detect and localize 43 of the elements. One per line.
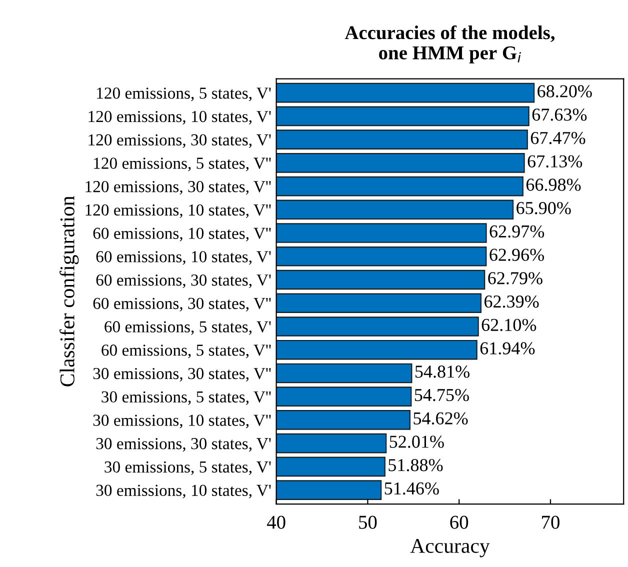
y-tick-label: 30 emissions, 30 states, V'': [93, 368, 271, 382]
y-tick-label: 60 emissions, 10 states, V': [96, 251, 271, 265]
y-tick-label: 120 emissions, 5 states, V': [97, 88, 271, 102]
y-axis-title: Classifer configuration: [60, 196, 79, 386]
data-label: 62.96%: [490, 248, 544, 261]
data-label: 54.75%: [414, 388, 469, 402]
y-tick-label: 30 emissions, 5 states, V'': [102, 391, 271, 405]
data-label: 66.98%: [526, 178, 581, 191]
y-tick-label: 60 emissions, 5 states, V'': [102, 344, 271, 358]
data-label: 62.39%: [484, 295, 539, 308]
y-tick-label: 120 emissions, 30 states, V'': [86, 180, 271, 195]
data-label: 67.47%: [530, 132, 586, 144]
data-label: 54.81%: [415, 366, 470, 378]
x-tick-label: 50: [359, 516, 377, 529]
y-tick-label: 60 emissions, 30 states, V': [96, 274, 271, 288]
y-tick-label: 30 emissions, 10 states, V': [96, 484, 271, 498]
data-label: 65.90%: [516, 202, 571, 214]
data-label: 54.62%: [414, 412, 468, 425]
x-tick-label: 60: [450, 516, 468, 529]
data-label: 62.10%: [482, 318, 536, 332]
y-tick-label: 60 emissions, 10 states, V'': [93, 228, 271, 242]
chart-title: Accuracies of the models, one HMM per G$_{i}$: [344, 25, 555, 64]
data-label: 52.01%: [390, 436, 444, 448]
data-label: 67.13%: [528, 155, 582, 168]
y-tick-label: 120 emissions, 5 states, V'': [94, 158, 271, 172]
data-label: 62.79%: [488, 272, 542, 284]
data-label: 68.20%: [538, 85, 592, 98]
y-tick-label: 120 emissions, 10 states, V': [88, 110, 271, 125]
y-tick-label: 30 emissions, 30 states, V': [96, 438, 271, 452]
data-label: 61.94%: [480, 342, 535, 354]
y-tick-label: 120 emissions, 10 states, V'': [86, 204, 271, 218]
x-axis-title: Accuracy: [410, 539, 490, 558]
data-label: 67.63%: [532, 108, 587, 121]
x-tick-label: 70: [542, 516, 560, 529]
x-tick-label: 40: [266, 516, 286, 529]
y-tick-label: 60 emissions, 5 states, V': [104, 321, 271, 335]
y-tick-label: 30 emissions, 5 states, V': [104, 461, 271, 476]
data-label: 51.46%: [384, 482, 439, 495]
y-tick-label: 30 emissions, 10 states, V'': [93, 414, 271, 428]
y-tick-label: 60 emissions, 30 states, V'': [93, 298, 271, 312]
data-label: 62.97%: [490, 225, 544, 238]
data-label: 51.88%: [388, 459, 443, 472]
y-tick-label: 120 emissions, 30 states, V': [88, 134, 271, 148]
